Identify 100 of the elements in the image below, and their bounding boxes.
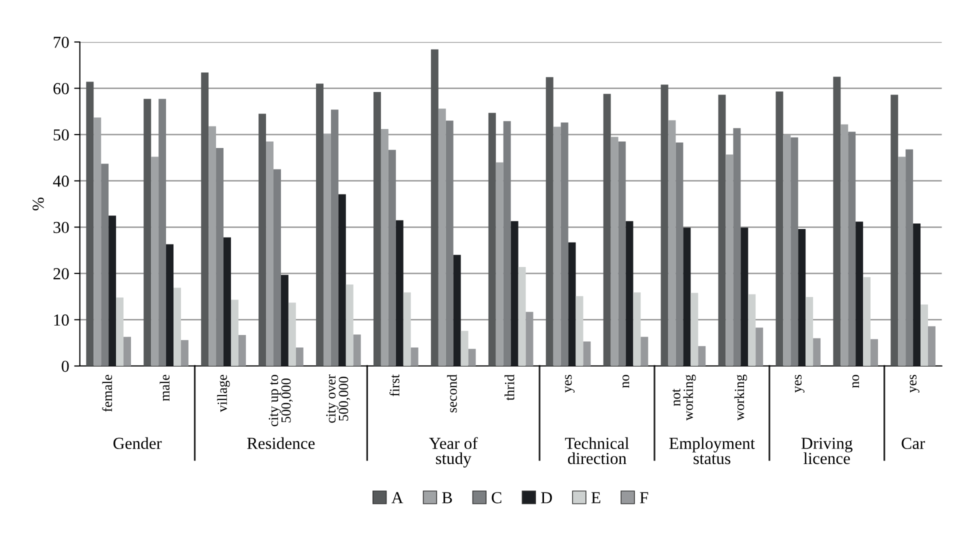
bar [518, 266, 526, 366]
y-tick-label: 70 [54, 36, 69, 48]
bar [151, 156, 159, 366]
bar [446, 120, 454, 366]
bar [733, 128, 741, 366]
bar [158, 98, 166, 366]
text: Year of study [429, 437, 478, 468]
legend-label: D [541, 492, 552, 504]
bar [338, 194, 346, 366]
bar [583, 341, 591, 366]
bar [316, 84, 324, 366]
bar [201, 72, 209, 366]
bar [726, 154, 734, 366]
bar [576, 296, 584, 366]
legend-label: E [591, 492, 600, 504]
bar [906, 149, 914, 366]
bar [776, 92, 784, 366]
bar [863, 277, 871, 366]
bar [848, 132, 856, 366]
bar [660, 84, 668, 366]
x-tick-label: city up to 500,000 [268, 374, 293, 426]
bar [553, 126, 561, 366]
bar [238, 334, 246, 366]
x-tick-label: no [852, 374, 860, 388]
x-tick-label: working [734, 374, 747, 421]
bar [144, 98, 152, 366]
bar [683, 228, 691, 366]
y-tick-label: 0 [62, 360, 69, 372]
bar [618, 142, 626, 366]
bar [813, 338, 821, 366]
bar [503, 121, 511, 366]
y-tick-label: 20 [53, 268, 69, 280]
bar [626, 221, 634, 366]
bar [920, 304, 928, 366]
bar [698, 346, 706, 366]
y-tick-label: 10 [54, 314, 69, 326]
bar [166, 244, 174, 366]
x-tick-label: no [622, 374, 630, 388]
text: Residence [247, 437, 315, 450]
x-tick-label: yes [910, 374, 920, 393]
legend-label: B [442, 492, 452, 504]
y-axis-title: % [32, 198, 44, 210]
bar [388, 150, 396, 366]
bar [913, 223, 921, 366]
bar [640, 336, 648, 366]
text: Car [902, 438, 925, 450]
bar [101, 164, 109, 366]
bar [633, 292, 641, 366]
bar [790, 137, 798, 366]
bar [890, 94, 898, 366]
bar [740, 228, 748, 366]
bar [124, 336, 131, 366]
bar [856, 222, 864, 366]
bar [180, 340, 188, 366]
bar [258, 114, 266, 366]
bar [676, 142, 684, 366]
x-tick-label: first [389, 374, 400, 396]
legend-label: C [492, 492, 502, 504]
bar [174, 288, 181, 366]
bar [323, 134, 331, 366]
bar [510, 221, 518, 366]
bar [288, 302, 296, 366]
y-tick-label: 40 [53, 176, 69, 187]
bar [718, 94, 726, 366]
bar [756, 328, 764, 366]
bar [546, 77, 554, 366]
bar [353, 334, 361, 366]
bar [460, 330, 468, 366]
bar [798, 228, 806, 366]
bar [346, 284, 354, 366]
bar [373, 92, 381, 366]
text: Employment status [669, 437, 755, 464]
bar [560, 122, 568, 366]
bar [748, 294, 756, 366]
y-tick-label: 60 [53, 82, 69, 94]
bar [410, 347, 418, 366]
bar [330, 110, 338, 366]
bar [108, 216, 116, 366]
text: Driving licence [801, 438, 852, 464]
bar [833, 76, 841, 366]
legend-label: A [391, 492, 404, 504]
bar [230, 300, 238, 366]
bar [488, 112, 496, 366]
x-tick-label: thrid [504, 374, 514, 400]
bar [296, 347, 304, 366]
bar [280, 274, 288, 366]
bar [870, 339, 878, 366]
x-tick-label: second [447, 374, 457, 412]
x-tick-label: female [102, 374, 112, 412]
bar [928, 326, 936, 366]
bar [806, 297, 814, 366]
x-tick-label: male [160, 374, 170, 402]
bar [274, 169, 281, 366]
bar [690, 292, 698, 366]
bar [403, 292, 411, 366]
y-tick-label: 50 [54, 129, 69, 141]
bar [430, 49, 438, 366]
bar [116, 297, 124, 366]
bar [568, 242, 576, 366]
x-tick-label: yes [565, 374, 575, 393]
